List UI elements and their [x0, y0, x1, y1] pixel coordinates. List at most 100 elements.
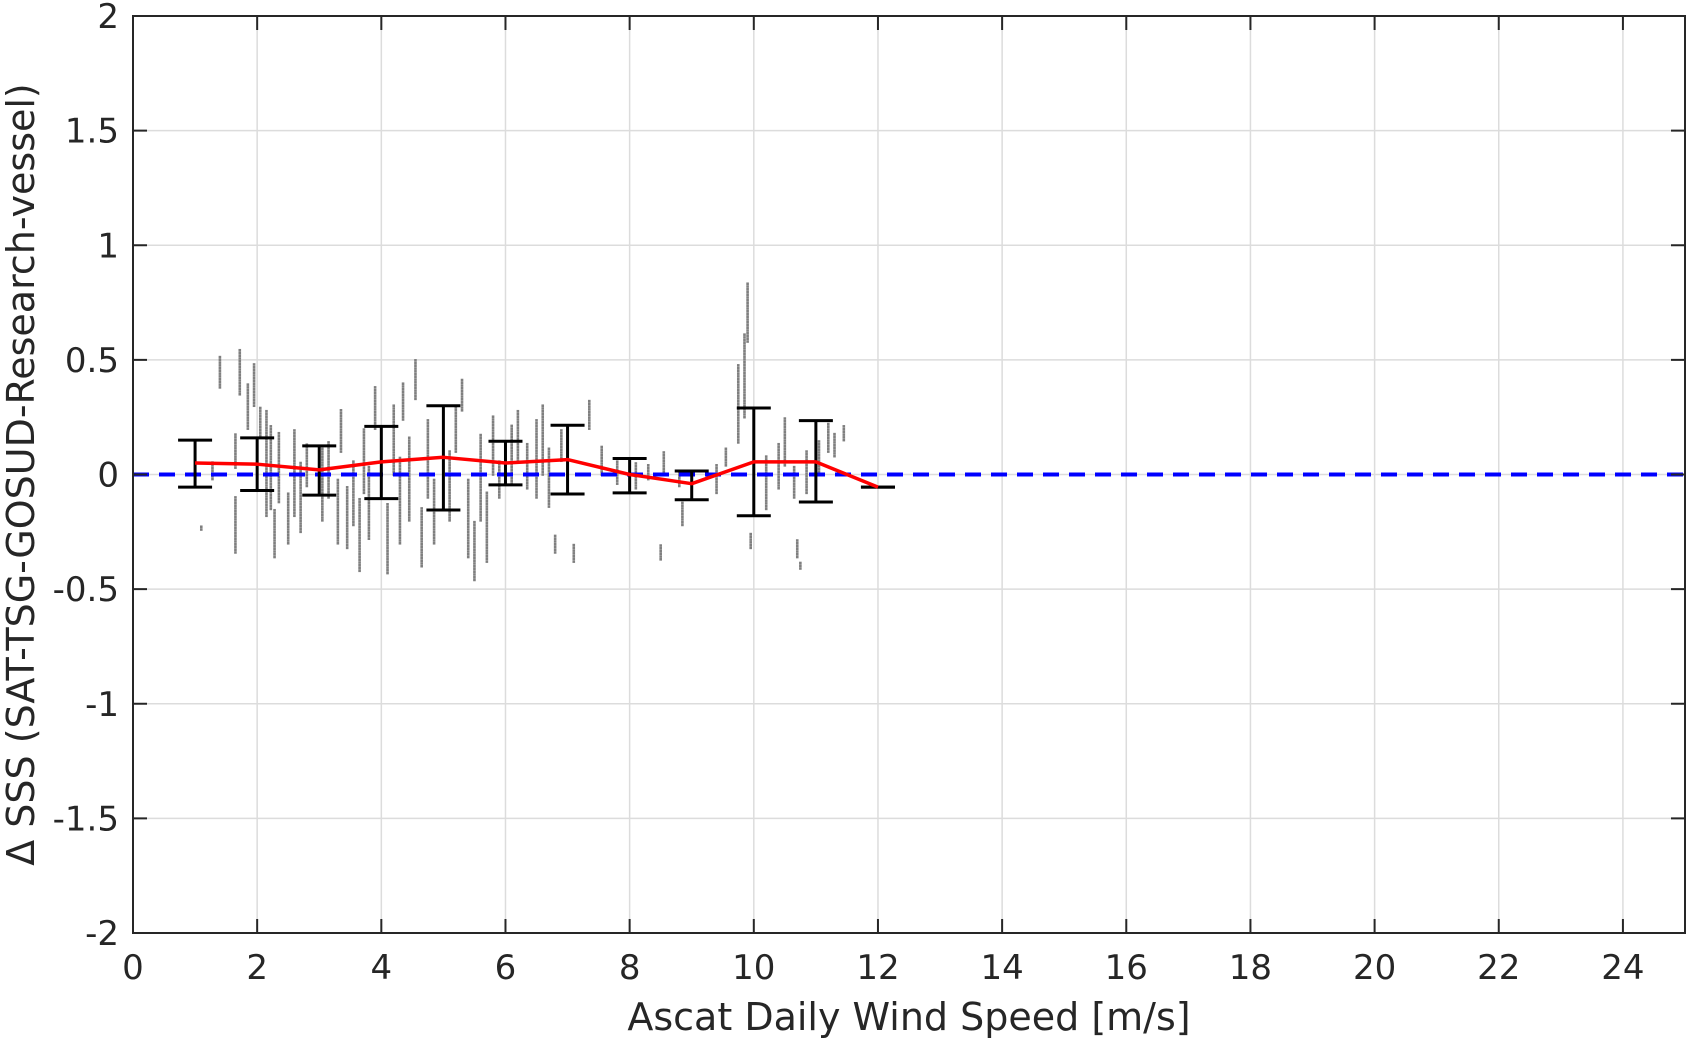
scatter-point	[218, 366, 222, 370]
scatter-point	[662, 451, 666, 454]
scatter-point	[420, 515, 423, 518]
scatter-point	[345, 497, 349, 500]
scatter-point	[277, 495, 281, 498]
scatter-point	[454, 425, 458, 429]
scatter-point	[432, 511, 436, 515]
scatter-point	[535, 424, 538, 428]
scatter-point	[479, 453, 482, 456]
scatter-point	[749, 532, 752, 536]
scatter-point	[407, 469, 411, 473]
scatter-point	[541, 423, 545, 427]
scatter-point	[273, 544, 276, 548]
scatter-point	[305, 470, 309, 474]
scatter-point	[352, 520, 355, 524]
scatter-point	[386, 505, 389, 509]
scatter-point	[386, 519, 389, 523]
scatter-point	[553, 537, 557, 540]
scatter-point	[448, 453, 451, 456]
scatter-point	[783, 425, 787, 429]
scatter-point	[286, 528, 290, 531]
scatter-point	[238, 390, 242, 393]
scatter-point	[299, 522, 302, 525]
scatter-point	[491, 442, 495, 446]
scatter-point	[466, 547, 470, 551]
scatter-point	[560, 456, 563, 460]
scatter-point	[473, 545, 476, 549]
scatter-point	[525, 448, 529, 452]
scatter-point	[777, 442, 780, 446]
x-axis-ticks: 0 2 4 6 8 10 12 14 16 18 20 22 24	[122, 16, 1645, 988]
scatter-point	[805, 455, 808, 459]
scatter-point	[817, 442, 821, 446]
scatter-point	[777, 448, 780, 452]
scatter-point	[373, 402, 377, 406]
scatter-point	[659, 549, 662, 553]
scatter-point	[277, 475, 281, 479]
scatter-point	[345, 502, 349, 506]
scatter-point	[743, 385, 746, 389]
scatter-point	[516, 423, 520, 427]
scatter-point	[407, 436, 411, 440]
scatter-point	[265, 453, 268, 457]
scatter-point	[398, 533, 402, 537]
scatter-point	[293, 431, 296, 435]
scatter-point	[541, 448, 545, 452]
scatter-point	[805, 491, 808, 495]
scatter-point	[736, 388, 740, 392]
scatter-point	[547, 502, 551, 506]
scatter-point	[432, 533, 436, 537]
scatter-point	[510, 424, 513, 428]
scatter-point	[799, 567, 802, 570]
scatter-point	[525, 475, 529, 479]
scatter-point	[479, 444, 482, 448]
scatter-point	[327, 463, 330, 466]
scatter-point	[265, 448, 268, 452]
scatter-point	[448, 491, 451, 495]
scatter-point	[299, 497, 302, 501]
scatter-point	[358, 550, 361, 553]
scatter-point	[634, 462, 638, 465]
scatter-point	[286, 541, 290, 545]
scatter-point	[401, 404, 405, 408]
scatter-point	[392, 470, 396, 474]
scatter-point	[265, 508, 268, 512]
scatter-point	[426, 449, 430, 452]
scatter-point	[392, 404, 396, 408]
scatter-point	[352, 460, 355, 463]
scatter-point	[211, 466, 214, 470]
scatter-point	[373, 421, 377, 425]
scatter-point	[336, 517, 340, 520]
scatter-point	[398, 508, 402, 512]
scatter-point	[305, 484, 309, 488]
scatter-point	[764, 493, 768, 497]
scatter-point	[299, 505, 302, 509]
scatter-point	[269, 441, 273, 445]
y-axis-label: Δ SSS (SAT-TSG-GOSUD-Research-vessel)	[0, 83, 43, 866]
scatter-point	[485, 532, 489, 536]
scatter-point	[553, 540, 557, 543]
scatter-point	[273, 508, 276, 512]
scatter-point	[352, 515, 355, 518]
scatter-point	[460, 389, 464, 393]
scatter-point	[795, 541, 799, 545]
scatter-point	[392, 409, 396, 413]
scatter-point	[258, 420, 262, 424]
x-tick-label: 22	[1477, 948, 1520, 988]
scatter-point	[386, 530, 389, 534]
scatter-point	[420, 556, 423, 560]
scatter-point	[535, 476, 538, 480]
scatter-point	[265, 440, 268, 443]
scatter-point	[339, 439, 343, 442]
scatter-point	[269, 469, 273, 472]
scatter-point	[535, 485, 538, 488]
scatter-point	[510, 465, 513, 469]
scatter-point	[454, 447, 458, 451]
scatter-point	[485, 530, 489, 533]
scatter-point	[398, 503, 402, 507]
scatter-point	[795, 550, 799, 553]
scatter-point	[805, 480, 808, 484]
scatter-point	[777, 453, 780, 457]
scatter-point	[420, 509, 423, 513]
scatter-point	[587, 399, 591, 403]
scatter-point	[460, 409, 464, 412]
